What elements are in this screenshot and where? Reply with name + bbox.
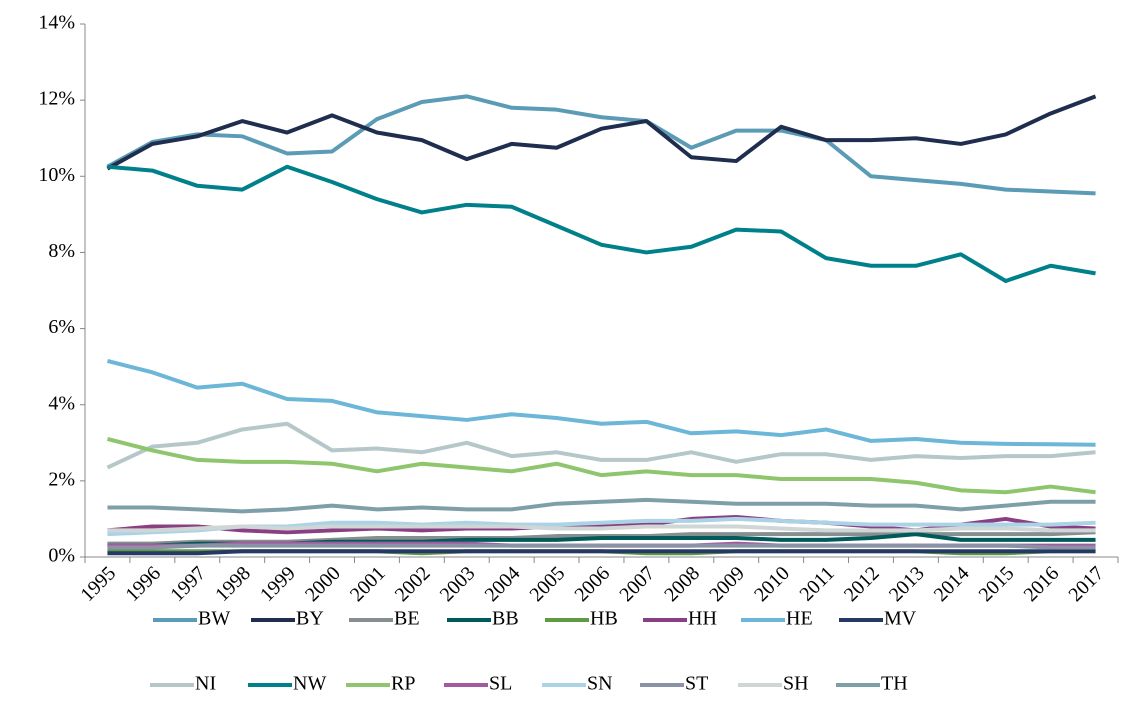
legend-label: BW (198, 608, 230, 630)
y-tick-label: 12% (38, 88, 75, 110)
x-tick-label: 2000 (301, 562, 345, 606)
legend-label: BY (296, 608, 324, 630)
series-line (107, 164, 1096, 283)
legend-label: HE (786, 608, 813, 630)
x-tick-label: 2008 (660, 562, 704, 606)
legend-label: SH (783, 673, 809, 695)
x-tick-label: 2001 (346, 562, 390, 606)
legend-label: NI (195, 673, 216, 695)
series-line (107, 549, 1096, 556)
y-tick-label: 6% (48, 316, 75, 338)
series-line (106, 437, 1096, 495)
x-tick-label: 2009 (705, 562, 749, 606)
legend-label: ST (685, 673, 708, 695)
x-tick-label: 1997 (166, 562, 210, 606)
legend-label: SN (587, 673, 613, 695)
series-line (107, 524, 1096, 533)
x-tick-label: 2012 (840, 562, 884, 606)
x-tick-label: 2004 (481, 562, 525, 606)
series-line (106, 94, 1097, 171)
x-tick-label: 2002 (391, 562, 435, 606)
y-tick-label: 14% (38, 12, 75, 34)
x-tick-label: 2006 (570, 562, 614, 606)
legend-label: NW (293, 673, 326, 695)
y-tick-label: 2% (48, 468, 75, 490)
x-tick-label: 2010 (750, 562, 794, 606)
legend-label: BE (394, 608, 420, 630)
x-tick-label: 2005 (526, 562, 570, 606)
series-line (106, 94, 1096, 196)
y-tick-label: 4% (48, 392, 75, 414)
legend-label: TH (881, 673, 908, 695)
legend-label: HB (590, 608, 618, 630)
series-line (106, 358, 1096, 447)
x-tick-label: 1998 (211, 562, 255, 606)
legend-label: RP (391, 673, 415, 695)
y-tick-label: 0% (48, 545, 75, 567)
legend-label: SL (489, 673, 512, 695)
x-tick-label: 1999 (256, 562, 300, 606)
x-tick-label: 1995 (76, 562, 120, 606)
x-tick-label: 2014 (930, 562, 974, 606)
y-tick-label: 8% (48, 240, 75, 262)
x-tick-label: 2003 (436, 562, 480, 606)
series-line (107, 543, 1096, 550)
x-tick-label: 2013 (885, 562, 929, 606)
y-tick-label: 10% (38, 164, 75, 186)
x-tick-label: 2016 (1020, 562, 1064, 606)
x-tick-label: 2017 (1064, 562, 1108, 606)
series-line (107, 497, 1096, 514)
x-tick-label: 2011 (796, 562, 839, 605)
series-line (106, 421, 1096, 470)
legend-label: BB (492, 608, 519, 630)
x-tick-label: 2007 (615, 562, 659, 606)
legend-label: MV (884, 608, 917, 630)
x-tick-label: 2015 (975, 562, 1019, 606)
legend-label: HH (688, 608, 717, 630)
x-tick-label: 1996 (121, 562, 165, 606)
